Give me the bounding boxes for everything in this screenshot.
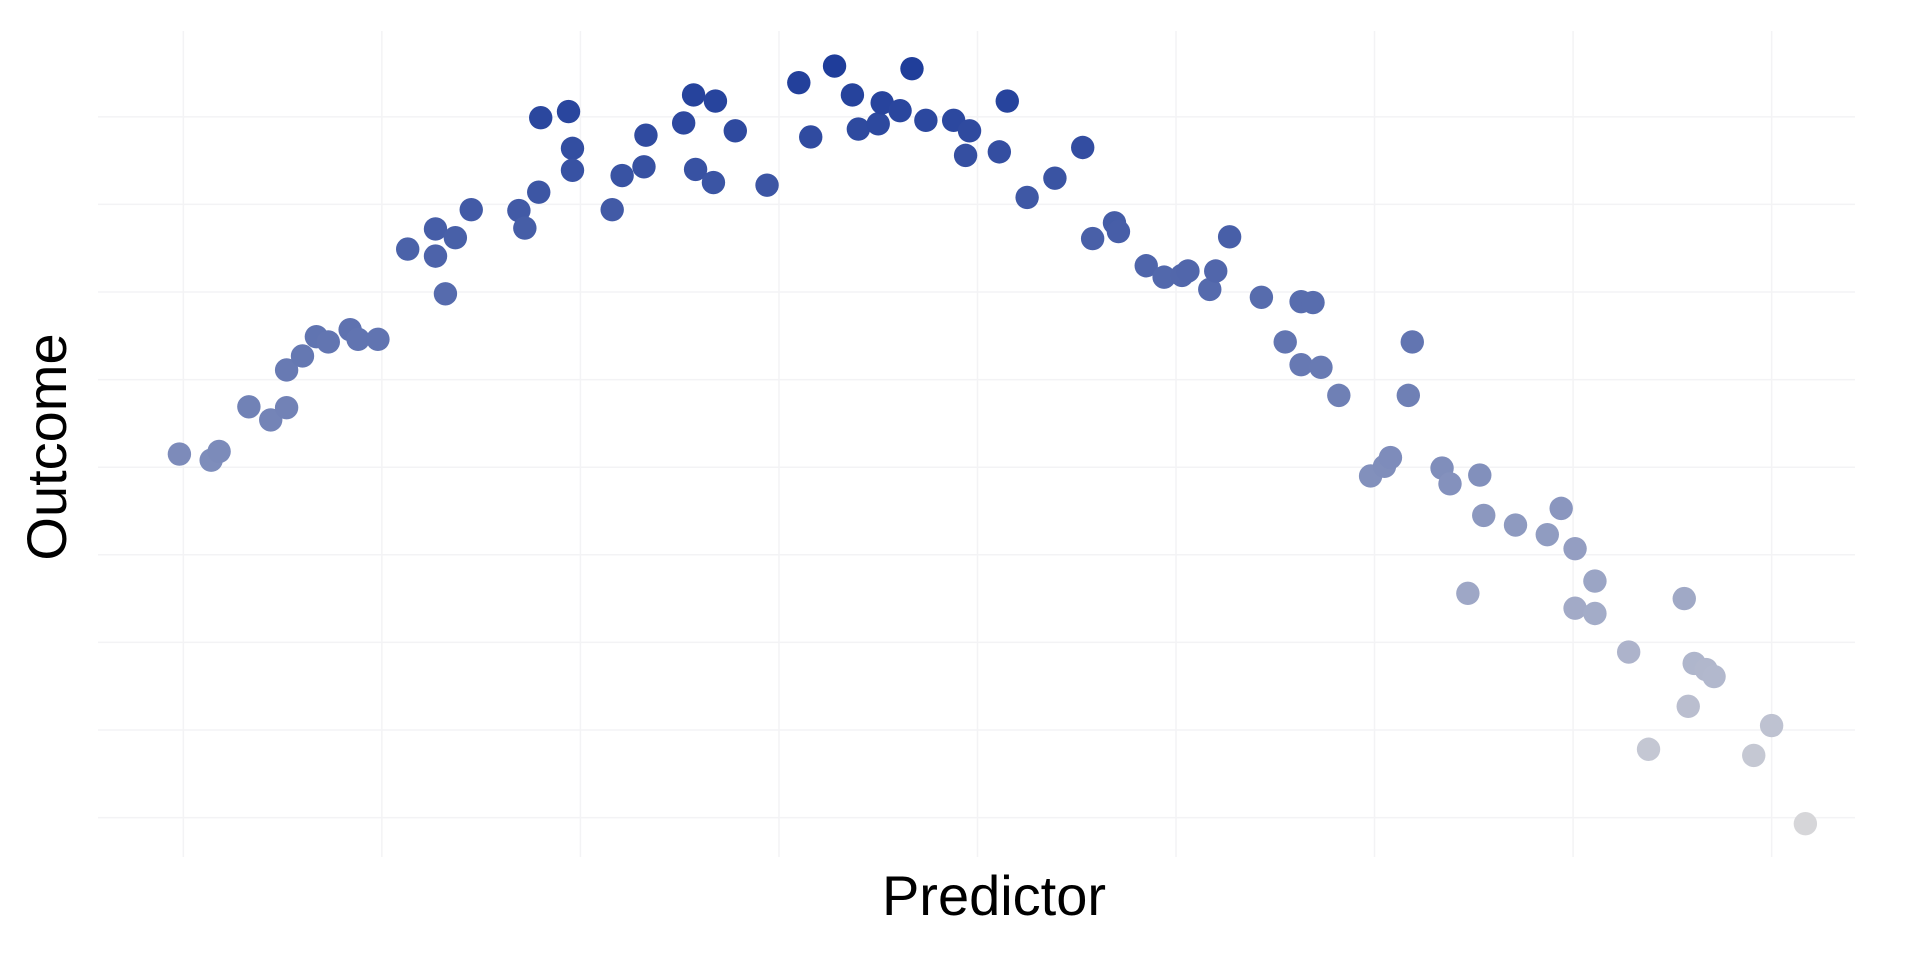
- point: [703, 89, 728, 113]
- point: [237, 395, 261, 419]
- point: [346, 327, 370, 352]
- point: [259, 408, 283, 432]
- point: [840, 83, 865, 107]
- point: [1468, 463, 1492, 487]
- y-axis-label: Outcome: [15, 333, 78, 560]
- point: [443, 226, 468, 250]
- point: [914, 108, 938, 133]
- point: [1378, 445, 1403, 470]
- point: [1134, 254, 1158, 278]
- point: [600, 197, 624, 222]
- point: [1273, 330, 1297, 354]
- point: [1400, 330, 1424, 354]
- point: [900, 56, 924, 81]
- point: [987, 140, 1012, 164]
- point: [1583, 569, 1607, 593]
- point: [1549, 496, 1573, 521]
- point: [1672, 586, 1696, 611]
- point: [888, 99, 912, 123]
- point: [1396, 383, 1421, 408]
- point: [1327, 383, 1351, 408]
- point: [1289, 353, 1313, 377]
- point: [167, 442, 192, 466]
- point: [433, 282, 458, 306]
- point: [681, 83, 706, 107]
- point: [423, 217, 448, 241]
- point: [1217, 225, 1242, 249]
- point: [632, 155, 656, 179]
- point: [1636, 737, 1661, 761]
- point: [1503, 513, 1528, 537]
- point: [1043, 166, 1067, 190]
- point: [995, 89, 1019, 113]
- point: [560, 136, 585, 161]
- point: [1535, 522, 1559, 547]
- point: [1583, 601, 1607, 626]
- point: [634, 123, 658, 147]
- point: [1616, 640, 1641, 664]
- point: [207, 439, 231, 464]
- point: [316, 330, 340, 354]
- point: [1759, 713, 1784, 738]
- point: [459, 197, 483, 222]
- point: [1472, 503, 1496, 528]
- point: [513, 216, 537, 240]
- point: [701, 170, 726, 195]
- point: [1204, 259, 1228, 283]
- point: [1702, 664, 1726, 689]
- point: [290, 344, 315, 368]
- point: [953, 143, 978, 168]
- point: [560, 158, 585, 182]
- point: [1676, 694, 1700, 719]
- point: [846, 117, 871, 141]
- point: [870, 91, 894, 115]
- point: [274, 358, 299, 382]
- point: [1742, 743, 1766, 768]
- point: [683, 157, 708, 182]
- point: [1563, 596, 1587, 620]
- point: [1152, 265, 1176, 289]
- point: [1071, 135, 1095, 160]
- point: [1106, 219, 1131, 244]
- point: [1015, 185, 1039, 210]
- point: [787, 70, 811, 95]
- point: [1793, 812, 1818, 836]
- x-axis-label: Predictor: [882, 864, 1106, 927]
- point: [1249, 285, 1274, 309]
- point: [1309, 355, 1333, 380]
- point: [556, 99, 581, 124]
- point: [1080, 226, 1105, 251]
- point: [1198, 277, 1222, 302]
- point: [527, 180, 551, 204]
- point: [366, 327, 390, 352]
- point: [1176, 259, 1200, 283]
- point: [1456, 581, 1480, 606]
- point: [957, 119, 982, 143]
- point: [274, 395, 299, 420]
- point: [1301, 290, 1325, 315]
- point: [396, 237, 420, 261]
- point: [671, 111, 696, 135]
- point: [866, 112, 890, 136]
- point: [423, 244, 448, 268]
- point: [723, 119, 747, 143]
- point: [822, 54, 847, 78]
- point: [529, 106, 553, 130]
- point: [610, 163, 634, 188]
- point: [755, 173, 779, 197]
- point: [1563, 536, 1587, 561]
- point: [799, 125, 823, 149]
- point: [1438, 472, 1462, 496]
